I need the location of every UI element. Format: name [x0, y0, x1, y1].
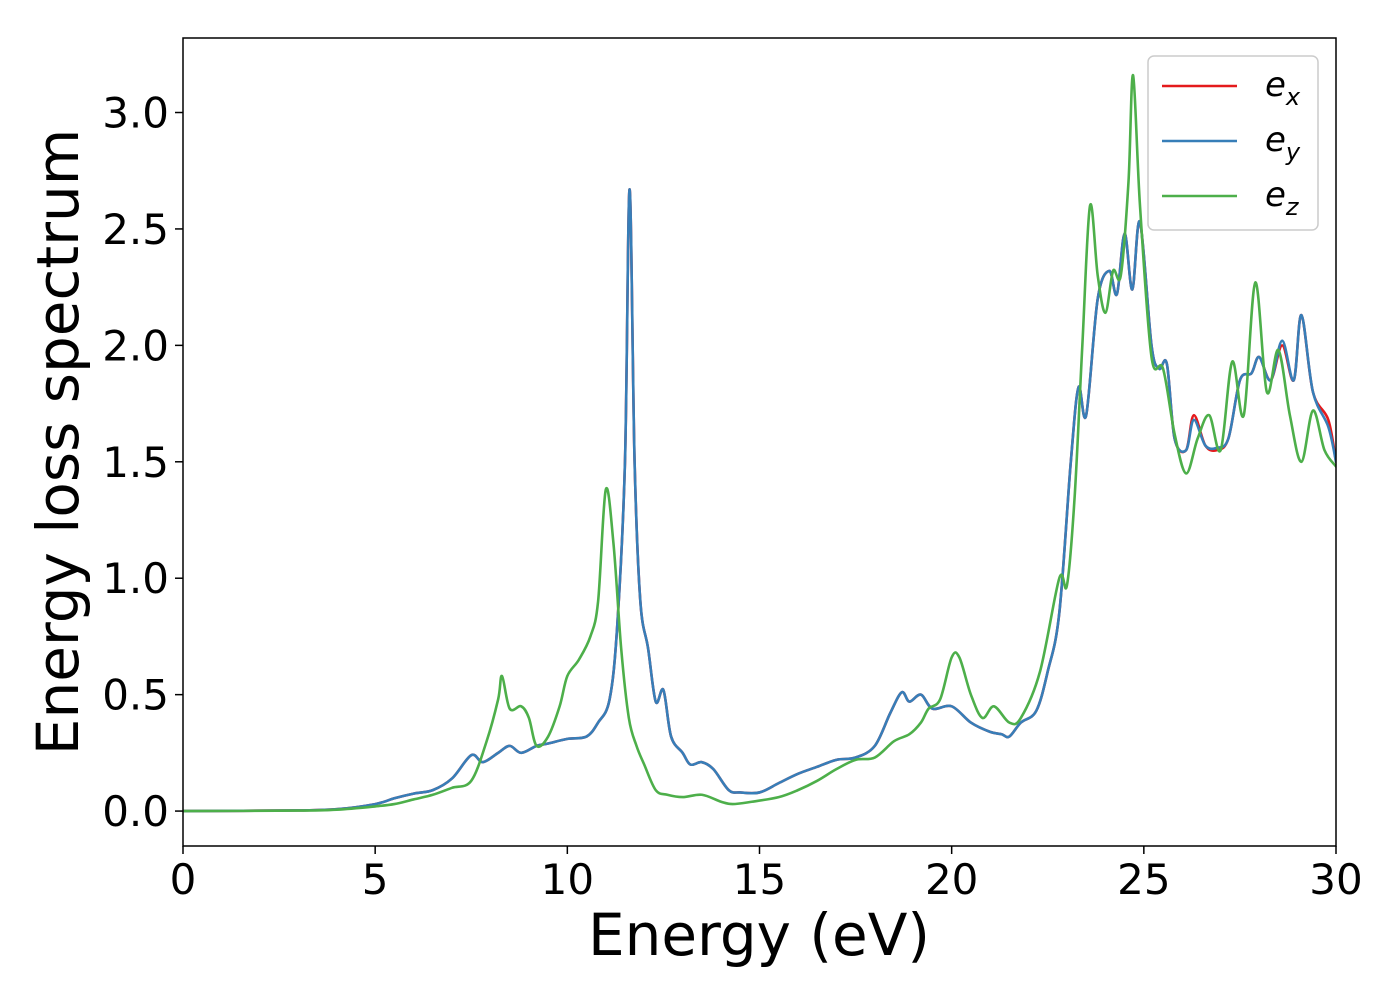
y-tick-label: 0.0 [102, 787, 169, 836]
x-tick-label: 25 [1117, 855, 1170, 904]
x-axis: 0 5 10 15 20 25 30 [170, 846, 1363, 904]
x-tick-label: 15 [733, 855, 786, 904]
y-tick-label: 2.5 [102, 205, 169, 254]
legend-label: ez [1265, 175, 1300, 221]
legend-label: ey [1265, 120, 1301, 166]
x-tick-label: 20 [925, 855, 978, 904]
x-tick-label: 10 [541, 855, 594, 904]
y-axis: 0.0 0.5 1.0 1.5 2.0 2.5 3.0 [102, 89, 183, 836]
legend-label-base: e [1265, 175, 1286, 215]
legend-label-subscript: y [1285, 138, 1301, 166]
y-tick-label: 0.5 [102, 671, 169, 720]
x-axis-title: Energy (eV) [588, 901, 930, 969]
legend-label: ex [1265, 65, 1301, 111]
legend-box [1147, 55, 1319, 231]
y-tick-label: 1.0 [102, 554, 169, 603]
series-layer [183, 73, 1336, 813]
legend-label-subscript: x [1285, 83, 1301, 111]
y-tick-label: 3.0 [102, 89, 169, 138]
x-tick-label: 5 [362, 855, 389, 904]
x-tick-label: 30 [1309, 855, 1362, 904]
series-line-e-z [183, 73, 1336, 813]
legend-label-base: e [1265, 65, 1286, 105]
legend-label-subscript: z [1285, 193, 1300, 221]
legend-label-base: e [1265, 120, 1286, 160]
series-line-e-y [183, 188, 1336, 813]
y-axis-title: Energy loss spectrum [24, 129, 92, 755]
y-tick-label: 2.0 [102, 321, 169, 370]
x-tick-label: 0 [170, 855, 197, 904]
y-tick-label: 1.5 [102, 438, 169, 487]
